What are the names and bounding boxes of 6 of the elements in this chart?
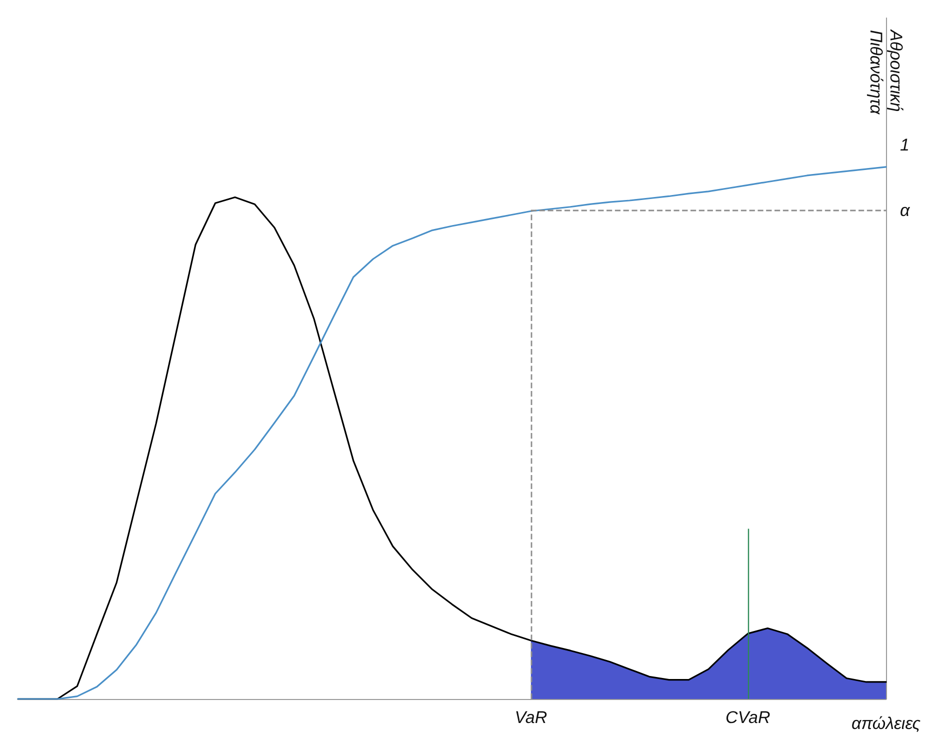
x-tick-label: VaR: [514, 708, 548, 727]
x-axis-title: απώλειες: [852, 714, 922, 733]
text: 1: [900, 135, 910, 154]
ref-line-label: α: [900, 201, 911, 220]
x-tick-label: CVaR: [726, 708, 770, 727]
y-axis-title: Αθροιστική Πιθανότητα: [866, 29, 906, 116]
